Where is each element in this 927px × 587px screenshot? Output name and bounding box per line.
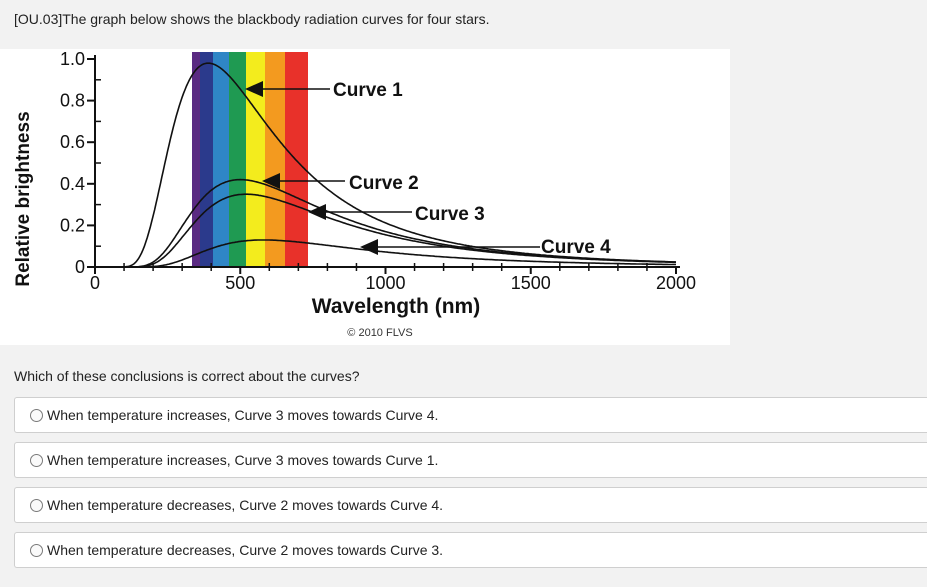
spectrum-band: [246, 52, 265, 268]
question-text: [OU.03]The graph below shows the blackbo…: [14, 11, 490, 27]
answer-option-1[interactable]: When temperature increases, Curve 3 move…: [14, 397, 927, 433]
x-tick-label: 0: [90, 273, 100, 293]
x-tick-label: 2000: [656, 273, 696, 293]
arrow-head-icon: [245, 81, 263, 97]
radio-icon[interactable]: [30, 408, 43, 422]
answer-option-label: When temperature decreases, Curve 2 move…: [47, 497, 444, 513]
x-tick-label: 1500: [511, 273, 551, 293]
x-tick-label: 1000: [365, 273, 405, 293]
blackbody-figure: 0 0.2 0.4 0.6 0.8 1.0 0 500 1000 1500 2000 Curve 4…: [0, 49, 730, 345]
blackbody-chart: 0 0.2 0.4 0.6 0.8 1.0 0 500 1000 1500 2000 Curve 4…: [13, 49, 696, 339]
series-label: Curve 2: [349, 173, 419, 194]
radio-icon[interactable]: [30, 543, 43, 557]
y-tick-label: 0.8: [60, 91, 85, 111]
x-tick-label: 500: [225, 273, 255, 293]
answer-option-label: When temperature decreases, Curve 2 move…: [47, 542, 444, 558]
y-tick-label: 0.6: [60, 132, 85, 152]
answer-option-2[interactable]: When temperature increases, Curve 3 move…: [14, 442, 927, 478]
series-label: Curve 3: [415, 204, 485, 225]
x-axis-label: Wavelength (nm): [312, 295, 480, 318]
spectrum-band: [213, 52, 229, 268]
arrow-head-icon: [360, 239, 378, 255]
spectrum-band: [200, 52, 213, 268]
y-tick-label: 1.0: [60, 49, 85, 69]
answer-option-label: When temperature increases, Curve 3 move…: [47, 407, 439, 423]
spectrum-band: [192, 52, 200, 268]
arrow-head-icon: [262, 173, 280, 189]
answer-option-3[interactable]: When temperature decreases, Curve 2 move…: [14, 487, 927, 523]
y-axis-label: Relative brightness: [13, 111, 34, 286]
radio-icon[interactable]: [30, 453, 43, 467]
y-tick-label: 0.2: [60, 215, 85, 235]
question-prompt: Which of these conclusions is correct ab…: [14, 368, 360, 384]
series-line: [124, 193, 676, 268]
series-line: [124, 239, 676, 268]
radio-icon[interactable]: [30, 498, 43, 512]
arrow-head-icon: [308, 204, 326, 220]
copyright-text: © 2010 FLVS: [347, 327, 412, 339]
answer-option-label: When temperature increases, Curve 3 move…: [47, 452, 439, 468]
y-tick-label: 0.4: [60, 174, 85, 194]
series-label: Curve 1: [333, 80, 403, 101]
spectrum-band: [265, 52, 285, 268]
spectrum-band: [229, 52, 246, 268]
answer-option-4[interactable]: When temperature decreases, Curve 2 move…: [14, 532, 927, 568]
series-label: Curve 4: [541, 237, 611, 258]
y-tick-label: 0: [75, 257, 85, 277]
